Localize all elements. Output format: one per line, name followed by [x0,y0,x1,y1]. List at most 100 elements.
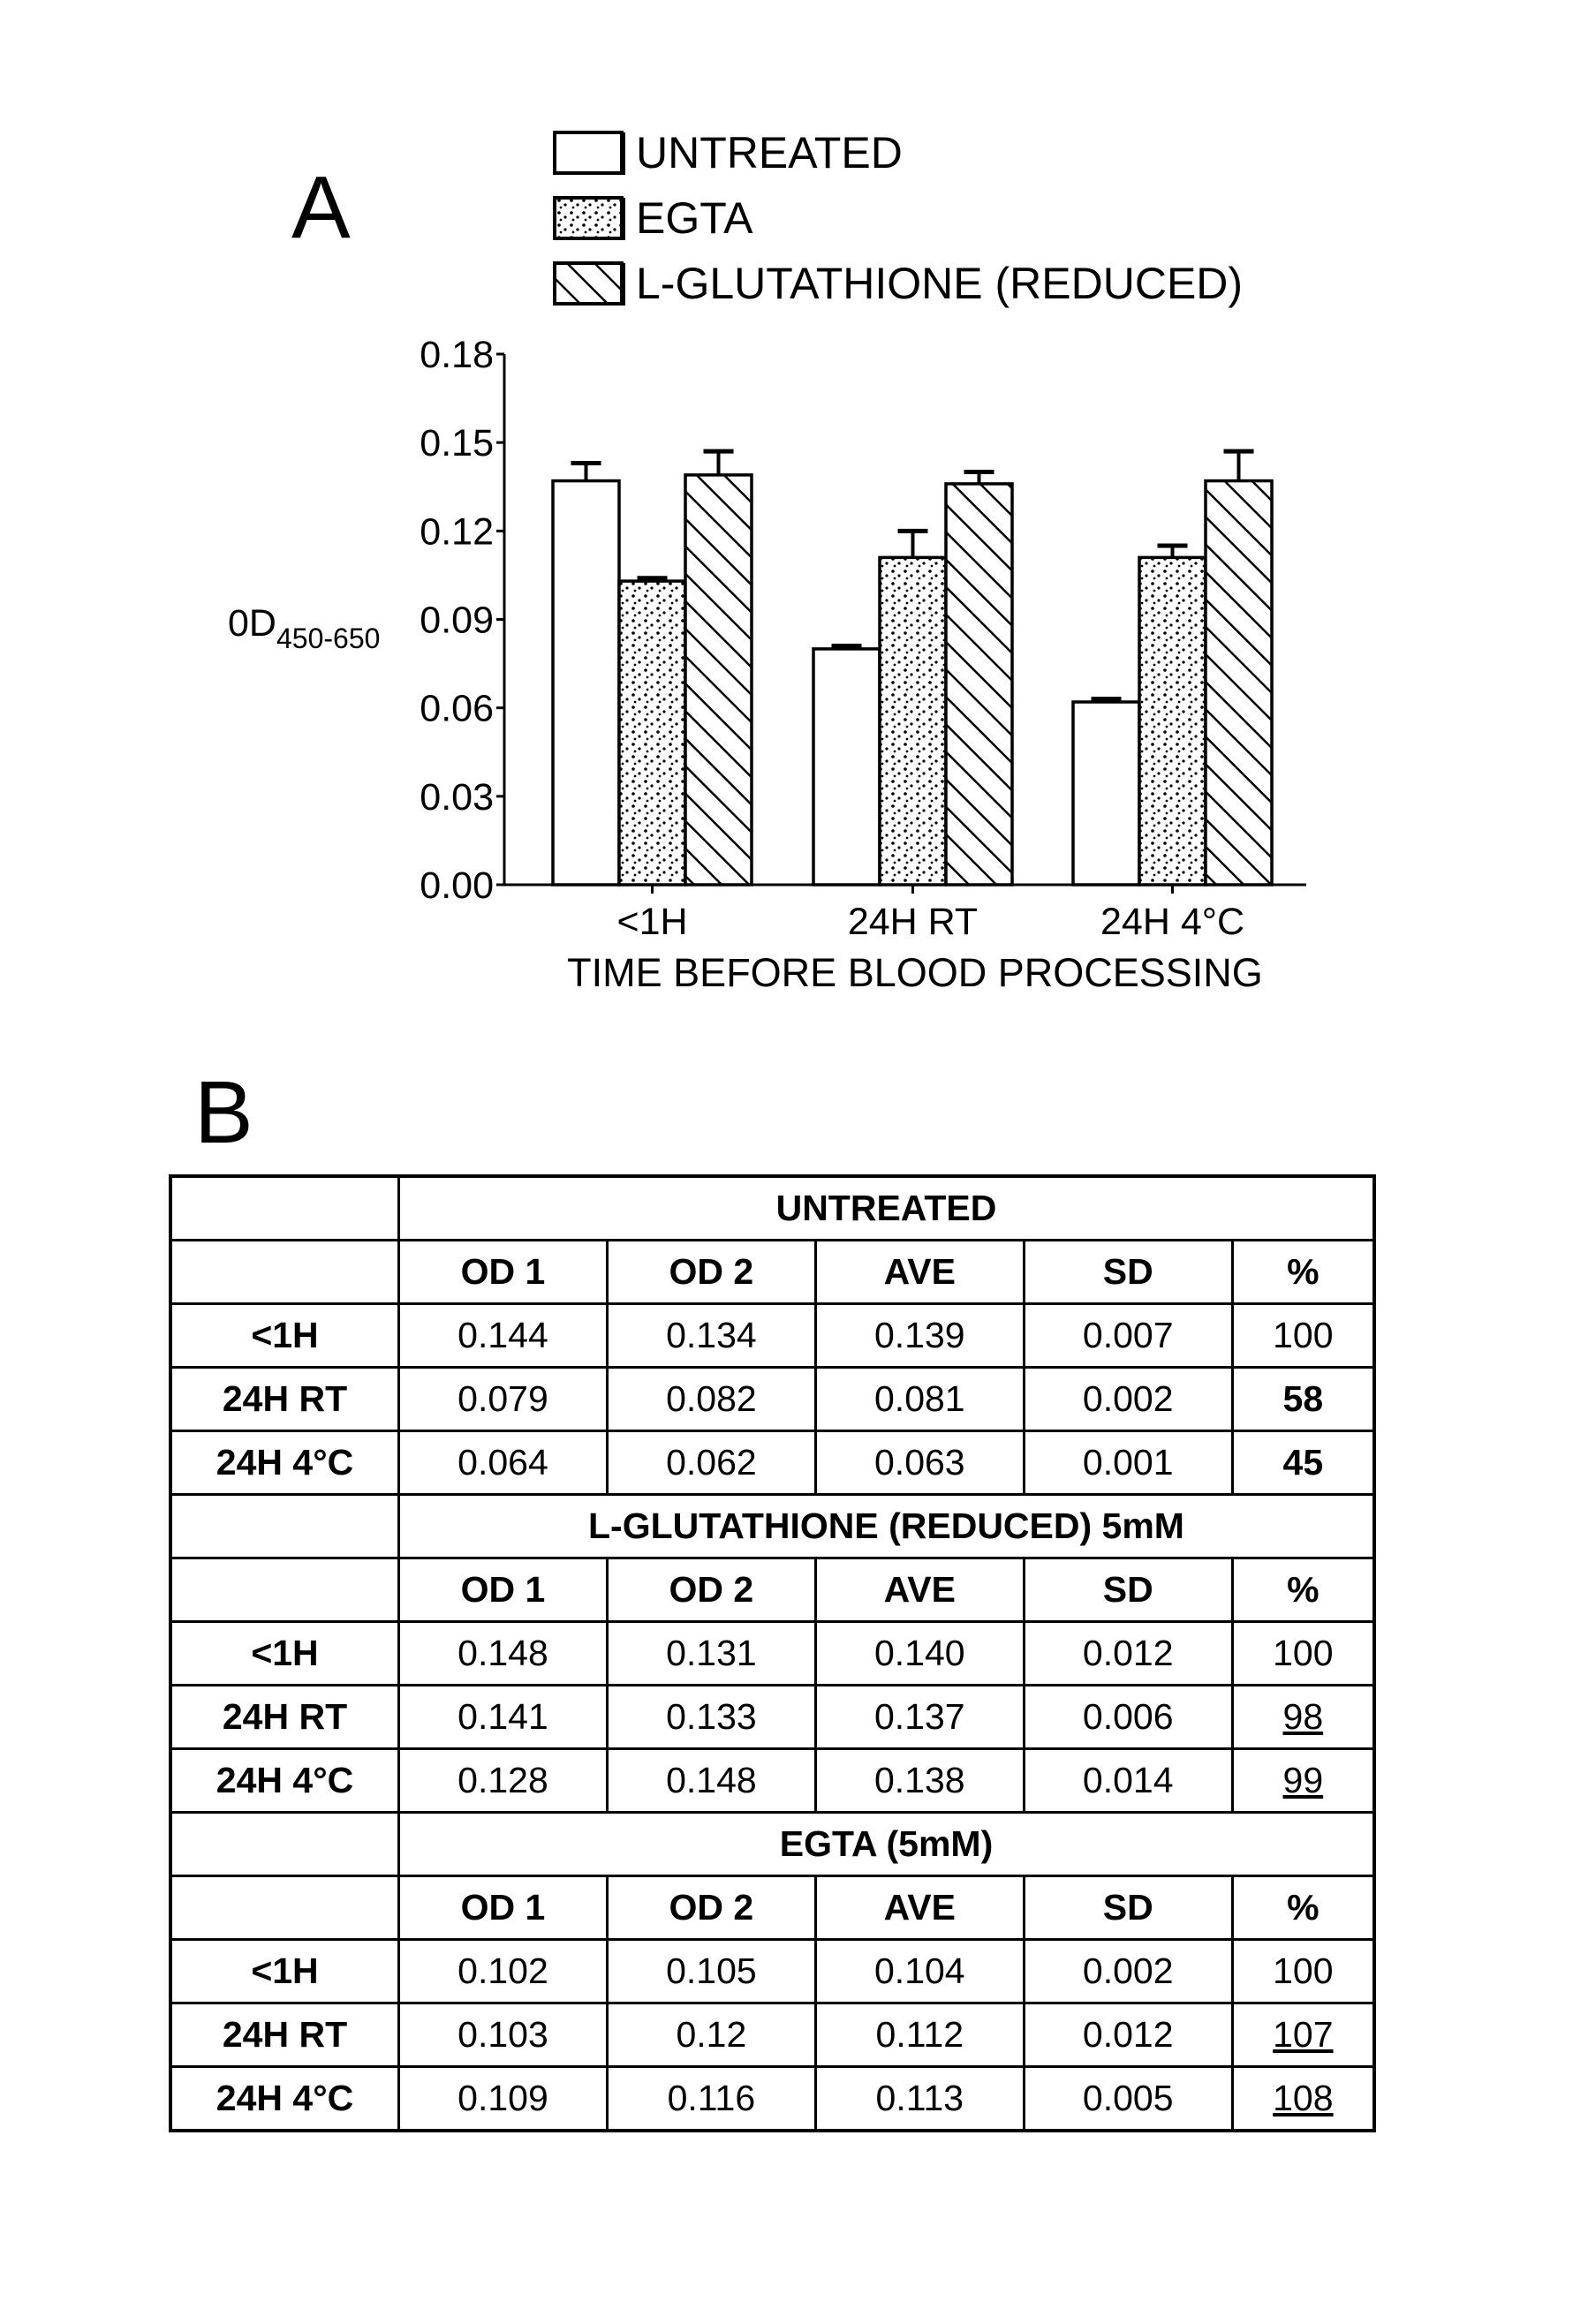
section-title: L-GLUTATHIONE (REDUCED) 5mM [397,1493,1376,1559]
column-header: OD 2 [605,1239,817,1305]
table-cell-text: 0.064 [457,1442,548,1483]
y-tick-label: 0.15 [420,422,494,464]
x-axis-label: TIME BEFORE BLOOD PROCESSING [567,950,1263,995]
bar-egta-0 [617,579,687,887]
table-cell: 0.138 [813,1747,1025,1814]
table-cell: 0.102 [397,1938,609,2004]
table-cell-text: 0.062 [666,1442,757,1483]
table-cell-text: 0.140 [874,1633,965,1673]
column-header-text: % [1287,1569,1320,1610]
table-cell-text: 0.082 [666,1378,757,1419]
column-header-text: OD 2 [669,1887,754,1928]
table-cell: 0.104 [813,1938,1025,2004]
table-row: <1H 0.102 0.105 0.104 0.002 100 [169,1938,1376,2004]
table-cell-text: 100 [1273,1633,1334,1673]
table-cell-text: 45 [1282,1442,1324,1483]
row-label: <1H [169,1620,400,1686]
legend-label: UNTREATED [636,128,903,177]
y-tick-label: 0.03 [420,776,494,819]
row-label: 24H RT [169,2002,400,2068]
table-cell: 0.148 [397,1620,609,1686]
legend: UNTREATED EGTA L-GLUTATHIONE (REDUCED) [553,128,1243,308]
table-row: 24H RT 0.103 0.12 0.112 0.012 107 [169,2002,1376,2068]
table-row: 24H 4°C 0.064 0.062 0.063 0.001 45 [169,1430,1376,1496]
table-cell: 0.134 [605,1302,817,1369]
table-cell: 58 [1230,1366,1376,1432]
table-cell: 0.006 [1022,1684,1234,1750]
row-label: 24H 4°C [169,1747,400,1814]
bar-egta-2 [1138,555,1207,887]
column-header-text: AVE [883,1569,956,1610]
bar-chart: UNTREATED EGTA L-GLUTATHIONE (REDUCED) 0.0… [228,128,1306,995]
column-header: % [1230,1875,1376,1941]
column-header-row: OD 1 OD 2 AVE SD% [169,1875,1376,1941]
table-cell: 0.128 [397,1747,609,1814]
column-header: OD 2 [605,1557,817,1623]
row-label-text: 24H RT [222,1378,348,1419]
row-label: <1H [169,1938,400,2004]
row-label-text: 24H RT [222,1696,348,1737]
y-tick-label: 0.12 [420,510,494,553]
table-cell-text: 0.012 [1082,2014,1174,2055]
table-cell-text: 0.002 [1082,1950,1174,1991]
table-cell: 0.014 [1022,1747,1234,1814]
column-header: AVE [813,1557,1025,1623]
table-cell: 0.131 [605,1620,817,1686]
table-cell-text: 0.005 [1082,2078,1174,2118]
column-header-text: OD 2 [669,1569,754,1610]
x-tick-label: 24H 4°C [1100,901,1244,943]
empty-cell [169,1811,400,1877]
row-label-text: 24H 4°C [216,1760,354,1800]
table-cell: 0.103 [397,2002,609,2068]
table-cell-text: 99 [1282,1760,1324,1800]
empty-cell [169,1557,400,1623]
section-title: UNTREATED [397,1174,1376,1241]
table-cell-text: 0.12 [676,2014,747,2055]
table-cell: 0.144 [397,1302,609,1369]
data-table: UNTREATED OD 1 OD 2 AVE SD% <1H 0.144 0.134 0.13… [169,1174,1376,2132]
table-cell: 45 [1230,1430,1376,1496]
bar-l-glutathione-reduced--0 [684,473,753,887]
row-label: 24H RT [169,1684,400,1750]
table-cell-text: 0.148 [457,1633,548,1673]
table-cell: 0.116 [605,2065,817,2132]
table-cell-text: 0.104 [874,1950,965,1991]
table-row: 24H 4°C 0.109 0.116 0.113 0.005 108 [169,2065,1376,2132]
column-header-row: OD 1 OD 2 AVE SD% [169,1239,1376,1305]
table-cell: 0.079 [397,1366,609,1432]
row-label: 24H RT [169,1366,400,1432]
empty-cell [169,1493,400,1559]
y-tick-label: 0.18 [420,334,494,376]
column-header-text: AVE [883,1887,956,1928]
column-header-text: % [1287,1251,1320,1292]
table-cell-text: 108 [1273,2078,1334,2118]
bar-l-glutathione-reduced--1 [944,482,1014,887]
table-cell-text: 0.012 [1082,1633,1174,1673]
y-axis-label: 0D450-650 [228,602,380,654]
table-cell: 0.12 [605,2002,817,2068]
column-header-text: % [1287,1887,1320,1928]
table-cell-text: 58 [1282,1378,1324,1419]
table-cell: 0.012 [1022,2002,1234,2068]
legend-label: EGTA [636,193,753,243]
column-header-text: AVE [883,1251,956,1292]
table-cell: 107 [1230,2002,1376,2068]
column-header: AVE [813,1239,1025,1305]
bars [551,449,1274,887]
row-label-text: 24H RT [222,2014,348,2055]
bar-l-glutathione-reduced--2 [1204,479,1274,887]
legend-swatch [553,261,624,306]
column-header-text: SD [1102,1569,1153,1610]
table-cell-text: 100 [1273,1950,1334,1991]
table-row: <1H 0.144 0.134 0.139 0.007 100 [169,1302,1376,1369]
table-cell: 0.007 [1022,1302,1234,1369]
table-cell: 0.001 [1022,1430,1234,1496]
table-cell-text: 0.138 [874,1760,965,1800]
table-cell: 0.133 [605,1684,817,1750]
table-cell: 0.105 [605,1938,817,2004]
table-cell: 0.062 [605,1430,817,1496]
section-title-text: EGTA (5mM) [779,1823,994,1864]
section-title-row: UNTREATED [169,1174,1376,1241]
table-cell-text: 0.133 [666,1696,757,1737]
column-header-text: SD [1102,1887,1153,1928]
